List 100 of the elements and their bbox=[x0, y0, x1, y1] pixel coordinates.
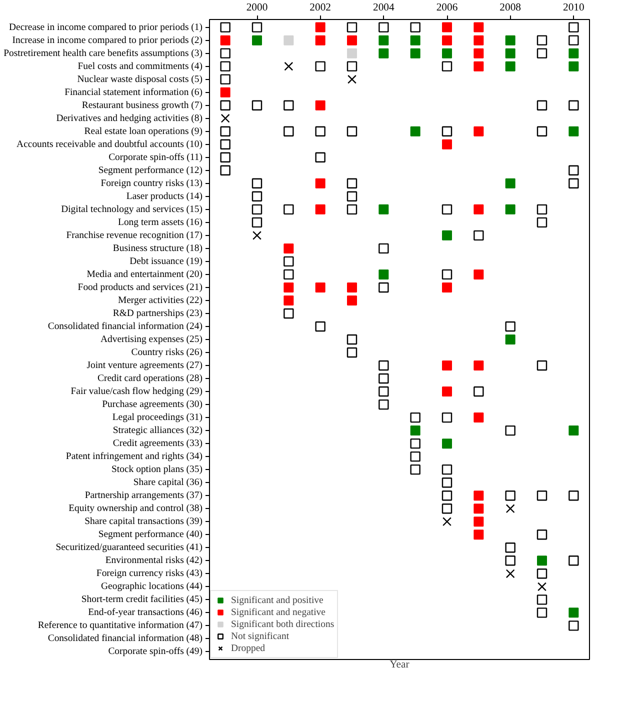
point bbox=[284, 282, 294, 292]
y-tick-label: Laser products (14) bbox=[126, 190, 203, 202]
y-tick-label: Stock option plans (35) bbox=[112, 464, 203, 476]
point bbox=[347, 282, 357, 292]
y-tick-label: Corporate spin-offs (11) bbox=[108, 152, 203, 163]
point bbox=[410, 426, 420, 436]
legend-label: Significant and positive bbox=[231, 594, 324, 606]
y-tick-label: Country risks (26) bbox=[131, 347, 203, 358]
point bbox=[348, 74, 356, 84]
y-tick-label: Securitized/guaranteed securities (41) bbox=[56, 542, 202, 554]
y-tick-label: Fuel costs and commitments (4) bbox=[78, 60, 203, 72]
y-tick-label: Segment performance (12) bbox=[98, 164, 203, 176]
point bbox=[568, 126, 579, 136]
y-tick-label: End-of-year transactions (46) bbox=[88, 607, 203, 618]
point bbox=[347, 48, 357, 58]
point bbox=[505, 178, 516, 188]
y-tick-label: Franchise revenue recognition (17) bbox=[66, 230, 202, 241]
y-tick-label: Patent infringement and rights (34) bbox=[66, 451, 203, 462]
point bbox=[474, 412, 484, 423]
y-tick-label: Strategic alliances (32) bbox=[112, 425, 203, 436]
y-tick-label: Food products and services (21) bbox=[78, 282, 203, 293]
legend-label: Significant both directions bbox=[231, 618, 334, 630]
point bbox=[410, 48, 420, 58]
point bbox=[347, 295, 357, 306]
point bbox=[252, 230, 262, 240]
point bbox=[442, 35, 452, 46]
point bbox=[568, 48, 579, 58]
y-tick-label: Partnership arrangements (37) bbox=[84, 490, 203, 502]
point bbox=[315, 282, 326, 292]
y-tick-label: Postretirement health care benefits assumptions (3) bbox=[4, 48, 203, 59]
point bbox=[474, 204, 484, 214]
point bbox=[378, 204, 389, 214]
point bbox=[474, 48, 484, 58]
point bbox=[474, 530, 484, 540]
point bbox=[220, 114, 230, 123]
point bbox=[442, 438, 452, 449]
point bbox=[505, 61, 516, 72]
y-tick-label: Consolidated financial information (24) bbox=[48, 320, 203, 332]
point bbox=[474, 22, 484, 32]
point bbox=[442, 48, 452, 58]
point bbox=[442, 517, 452, 526]
y-tick-label: Long term assets (16) bbox=[118, 216, 203, 228]
y-tick-label: Equity ownership and control (38) bbox=[68, 503, 202, 514]
y-tick-label: Share capital transactions (39) bbox=[84, 516, 203, 528]
point bbox=[315, 204, 326, 214]
y-tick-label: Foreign currency risks (43) bbox=[96, 568, 203, 580]
x-tick-label: 2010 bbox=[563, 2, 584, 14]
point bbox=[474, 490, 484, 501]
y-tick-label: Foreign country risks (13) bbox=[100, 178, 203, 189]
point bbox=[474, 126, 484, 136]
y-tick-label: Financial statement information (6) bbox=[64, 86, 203, 98]
y-tick-label: Debt issuance (19) bbox=[130, 256, 203, 267]
y-tick-label: Decrease in income compared to prior periods (1) bbox=[9, 22, 203, 33]
point bbox=[315, 100, 326, 110]
y-tick-label: Geographic locations (44) bbox=[101, 581, 203, 592]
y-tick-label: Derivatives and hedging activities (8) bbox=[56, 112, 203, 124]
y-tick-label: Advertising expenses (25) bbox=[100, 334, 203, 345]
point bbox=[538, 582, 546, 592]
y-tick-label: Consolidated financial information (48) bbox=[48, 633, 203, 644]
point bbox=[474, 504, 484, 514]
point bbox=[537, 556, 547, 566]
y-tick-label: Increase in income compared to prior periods (2) bbox=[12, 34, 203, 46]
y-tick-label: Corporate spin-offs (49) bbox=[108, 646, 203, 658]
y-tick-label: Digital technology and services (15) bbox=[61, 204, 202, 215]
point bbox=[474, 61, 484, 72]
point bbox=[284, 295, 294, 306]
y-tick-label: Fair value/cash flow hedging (29) bbox=[70, 386, 203, 398]
point bbox=[410, 35, 420, 46]
point bbox=[347, 35, 357, 46]
y-tick-label: Credit card operations (28) bbox=[98, 373, 203, 384]
point bbox=[442, 282, 452, 292]
x-axis-title: Year bbox=[390, 660, 410, 670]
point bbox=[220, 35, 230, 46]
x-tick-label: 2000 bbox=[246, 2, 268, 14]
point bbox=[315, 35, 326, 46]
point bbox=[284, 243, 294, 254]
y-tick-label: Credit agreements (33) bbox=[112, 438, 203, 450]
point bbox=[378, 269, 389, 280]
point bbox=[506, 569, 515, 578]
point bbox=[568, 426, 579, 436]
point bbox=[442, 360, 452, 371]
point bbox=[474, 516, 484, 527]
point bbox=[252, 35, 262, 46]
point bbox=[505, 48, 516, 58]
y-tick-label: R&D partnerships (23) bbox=[112, 308, 203, 319]
point bbox=[505, 204, 516, 214]
point bbox=[568, 608, 579, 618]
point bbox=[442, 139, 452, 150]
point bbox=[506, 504, 515, 514]
point bbox=[315, 178, 326, 188]
y-tick-label: Environmental risks (42) bbox=[105, 555, 203, 566]
y-tick-label: Restaurant business growth (7) bbox=[82, 100, 202, 111]
y-tick-label: Merger activities (22) bbox=[118, 294, 203, 306]
x-tick-label: 2004 bbox=[373, 2, 395, 14]
point bbox=[220, 87, 230, 98]
y-tick-label: Segment performance (40) bbox=[98, 529, 203, 540]
point bbox=[505, 334, 516, 344]
y-tick-label: Reference to quantitative information (47) bbox=[38, 620, 203, 632]
point bbox=[442, 230, 452, 240]
y-tick-label: Real estate loan operations (9) bbox=[84, 126, 203, 137]
